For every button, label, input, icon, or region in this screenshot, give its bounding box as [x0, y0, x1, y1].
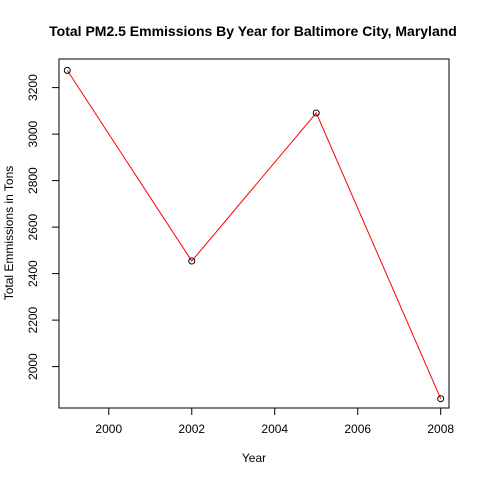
y-tick-label: 2000	[26, 353, 40, 380]
plot-frame	[58, 58, 450, 409]
x-tick-label: 2000	[95, 422, 122, 436]
x-tick-label: 2002	[178, 422, 205, 436]
y-tick-label: 2800	[26, 167, 40, 194]
y-tick-label: 2600	[26, 213, 40, 240]
y-tick-label: 3000	[26, 120, 40, 147]
x-tick-label: 2006	[344, 422, 371, 436]
chart-title: Total PM2.5 Emmissions By Year for Balti…	[49, 23, 457, 39]
y-tick-label: 3200	[26, 74, 40, 101]
y-axis: 2000 2200 2400 2600 2800 3000 3200	[26, 74, 60, 380]
data-point	[63, 66, 71, 74]
series-line	[66, 70, 442, 399]
x-axis: 2000 2002 2004 2006 2008	[95, 407, 454, 436]
data-point	[312, 109, 320, 117]
data-point	[188, 257, 196, 265]
x-tick-label: 2008	[427, 422, 454, 436]
x-tick-label: 2004	[261, 422, 288, 436]
data-point	[437, 395, 445, 403]
y-tick-label: 2400	[26, 260, 40, 287]
series-emissions	[63, 66, 445, 403]
y-tick-label: 2200	[26, 306, 40, 333]
y-axis-label: Total Emmissions in Tons	[2, 166, 16, 301]
x-axis-label: Year	[242, 451, 266, 465]
